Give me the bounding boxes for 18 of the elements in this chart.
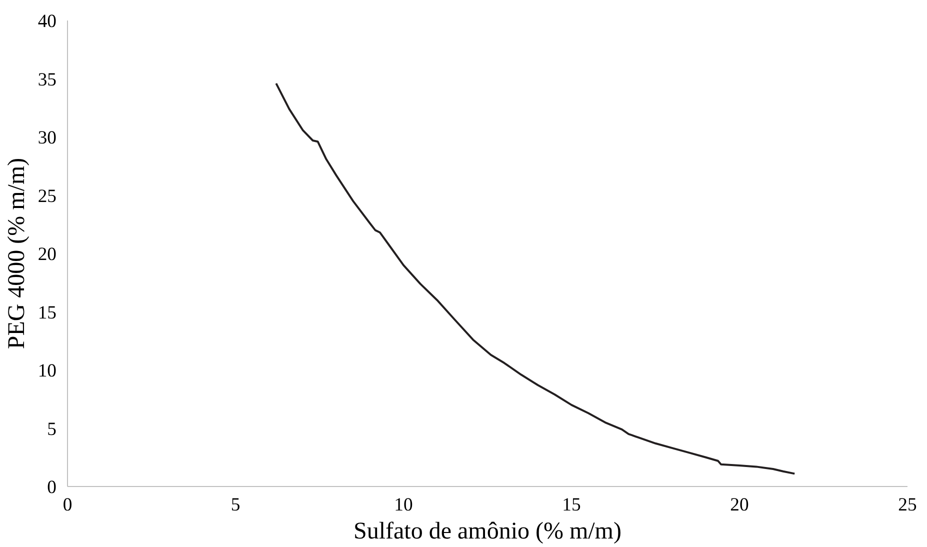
y-tick-label: 0 [47,477,56,498]
y-tick-label: 35 [38,69,56,90]
y-tick-label: 25 [38,186,56,207]
y-tick-label: 20 [38,244,56,265]
y-tick-label: 5 [47,418,56,440]
x-axis-title: Sulfato de amônio (% m/m) [354,518,622,544]
y-axis-title: PEG 4000 (% m/m) [4,158,30,350]
x-tick-label: 10 [394,494,413,516]
x-tick-label: 25 [898,494,917,516]
y-tick-label: 15 [38,302,56,324]
x-tick-label: 0 [62,494,72,516]
y-tick-label: 30 [38,128,56,148]
x-tick-label: 15 [562,494,581,516]
y-tick-label: 40 [38,11,56,32]
x-tick-label: 5 [230,494,240,516]
x-tick-label: 20 [730,494,749,516]
line-series [275,82,796,475]
y-tick-label: 10 [38,360,56,382]
